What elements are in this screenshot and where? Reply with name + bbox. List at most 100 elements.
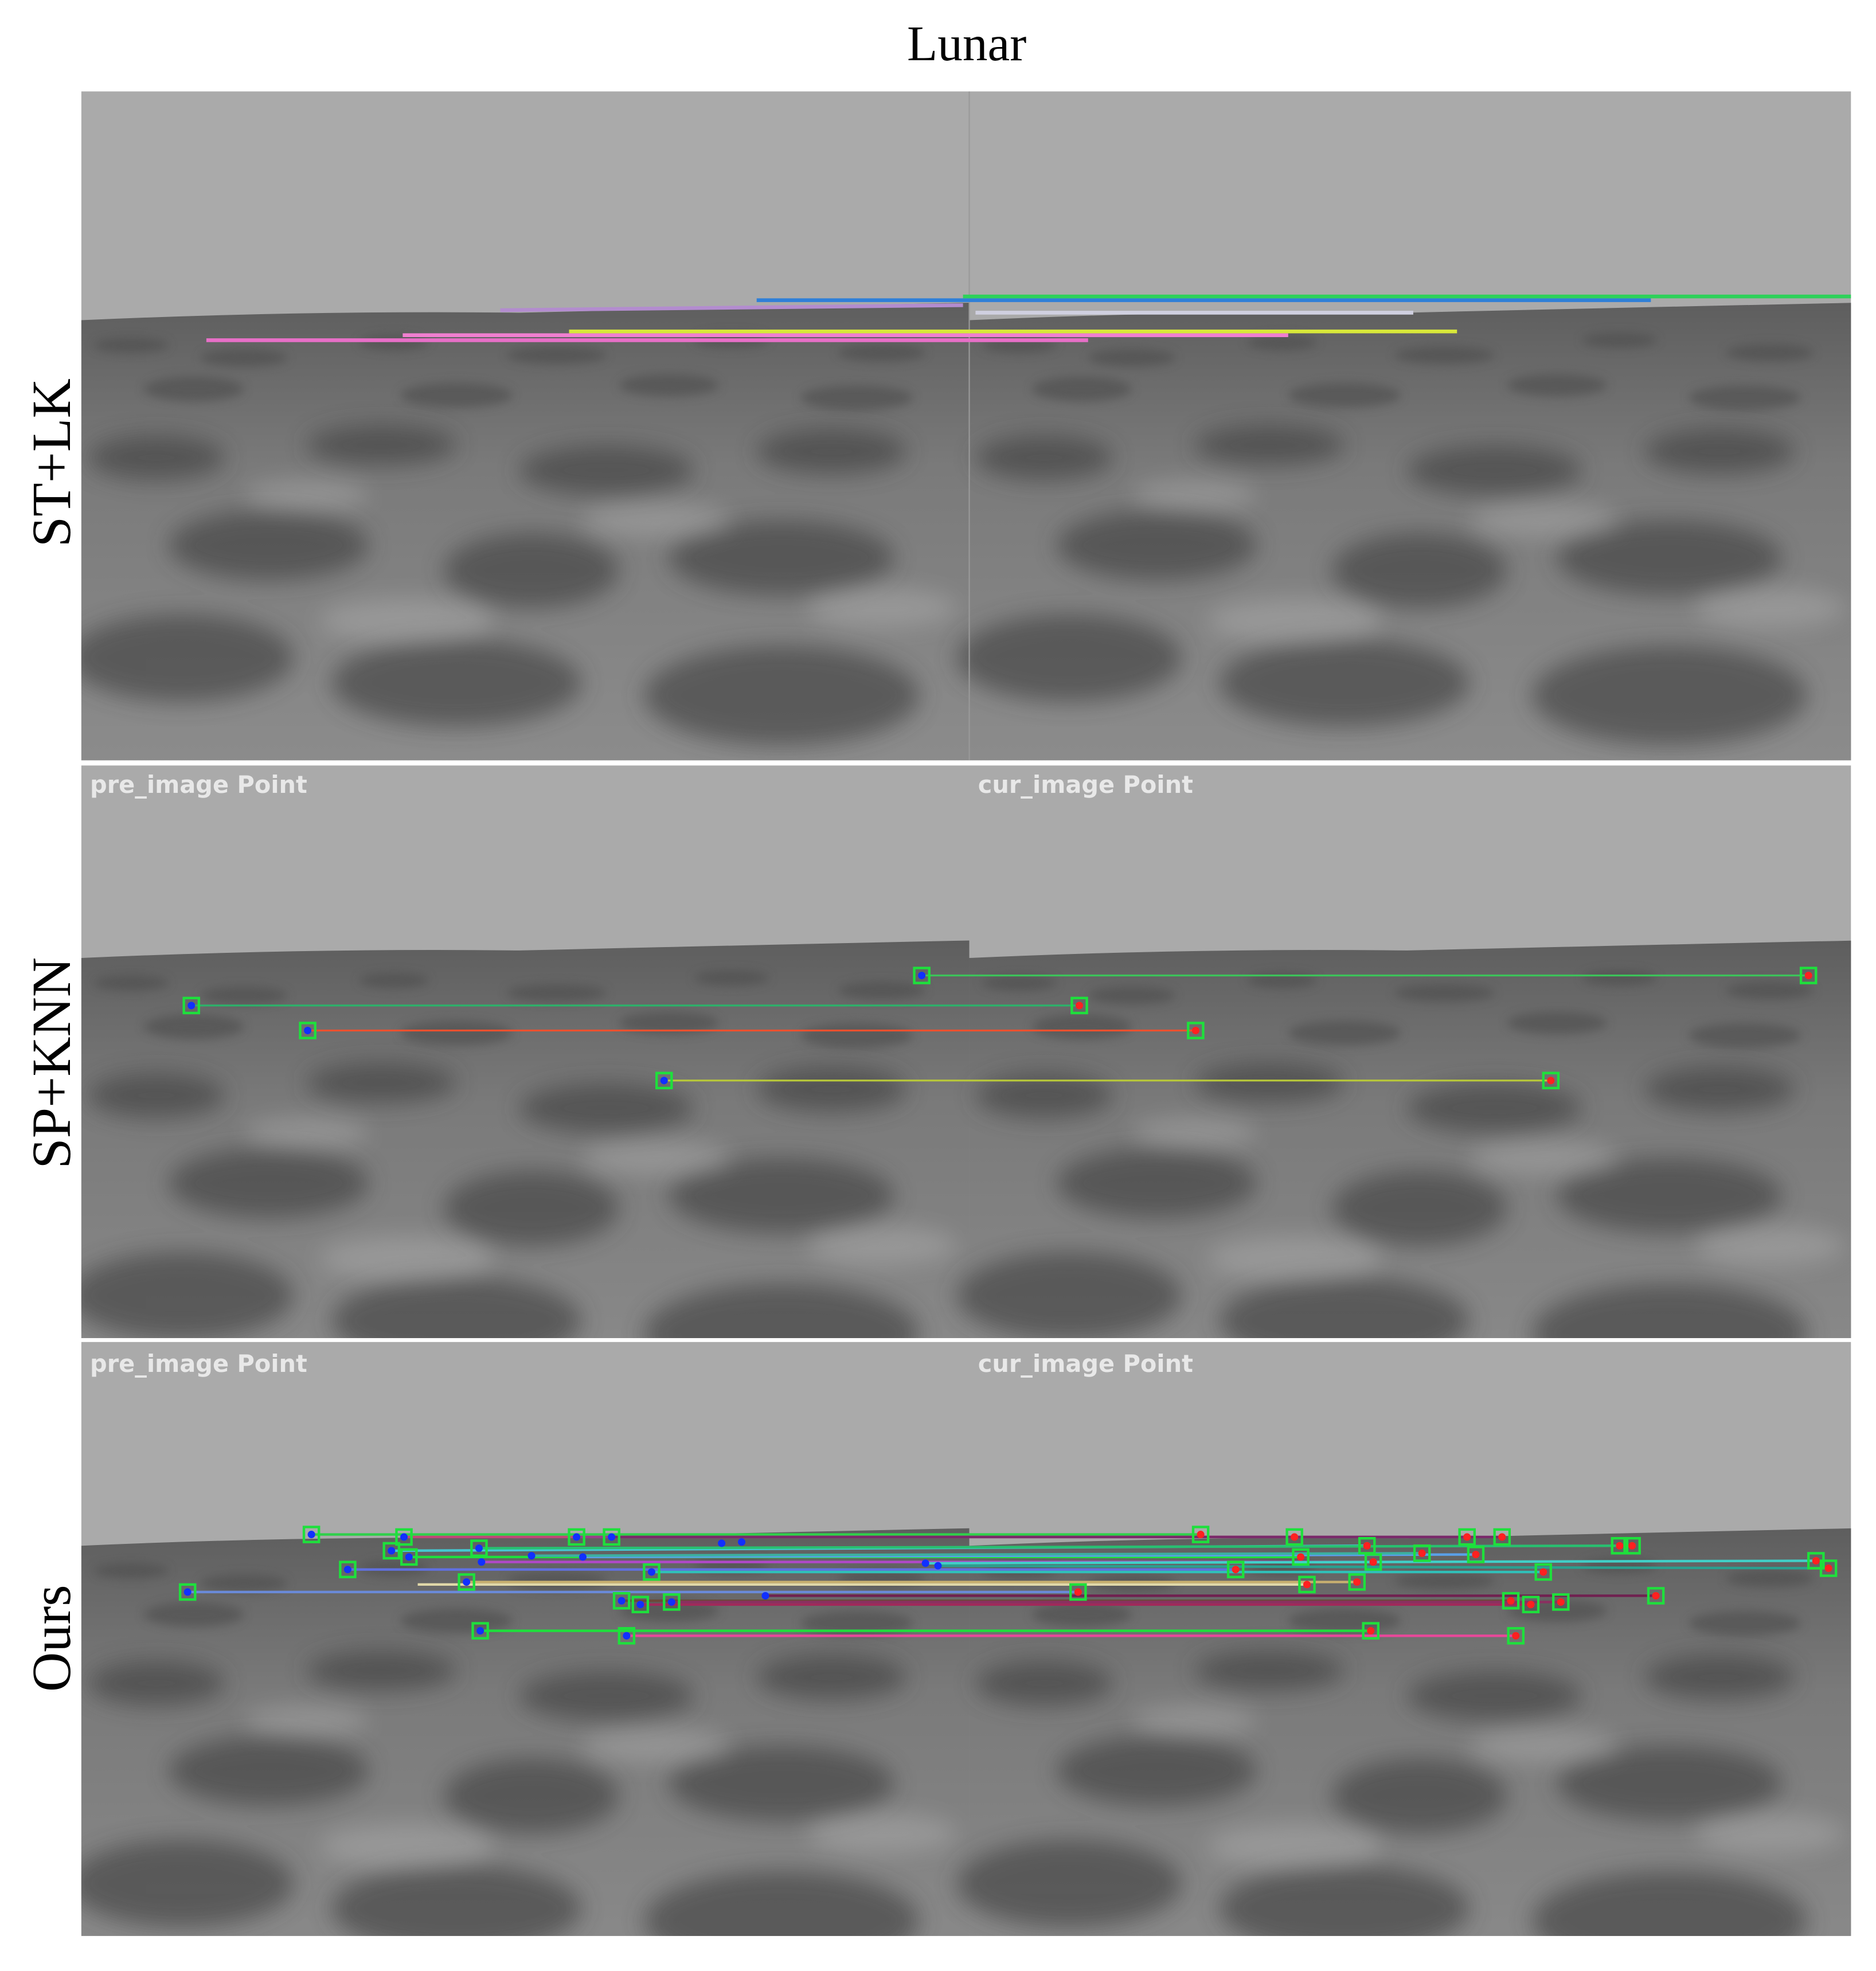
keypoint-box	[339, 1561, 357, 1578]
keypoint-box	[1348, 1573, 1366, 1591]
graphic	[178, 1526, 1838, 1645]
image-caption: cur_image Point	[978, 1350, 1193, 1378]
keypoint	[667, 1598, 675, 1606]
keypoint	[400, 1533, 408, 1541]
keypoint-box	[1534, 1563, 1553, 1581]
keypoint	[617, 1597, 626, 1605]
keypoint	[1297, 1553, 1305, 1561]
image-panel: pre_image Point cur_image Point	[69, 1342, 1851, 1971]
keypoint	[1512, 1632, 1520, 1640]
row-label: ST+LK	[21, 378, 82, 547]
keypoint-box	[1362, 1622, 1380, 1640]
panel-separator	[81, 760, 1851, 766]
keypoint-box	[302, 1526, 321, 1543]
keypoint-box	[471, 1622, 489, 1640]
keypoint-box	[1467, 1546, 1485, 1563]
keypoint	[1074, 1588, 1082, 1596]
keypoint	[579, 1553, 587, 1561]
keypoint-box	[1522, 1595, 1540, 1614]
keypoint	[476, 1627, 484, 1635]
keypoint	[573, 1533, 581, 1541]
terrain	[69, 940, 970, 1408]
keypoint-box	[1493, 1528, 1511, 1546]
keypoint-box	[1070, 996, 1088, 1015]
image-panel: pre_image Point cur_image Point	[69, 765, 1858, 1408]
match-line	[531, 1552, 1422, 1557]
keypoint-box	[395, 1528, 413, 1546]
keypoint	[1291, 1533, 1299, 1541]
keypoint-box	[1298, 1575, 1316, 1594]
keypoint	[921, 1559, 929, 1567]
keypoint	[737, 1538, 746, 1546]
keypoint-box	[1647, 1587, 1665, 1605]
keypoint	[660, 1077, 668, 1085]
keypoint	[183, 1588, 191, 1596]
keypoint	[1616, 1542, 1624, 1550]
graphic	[1074, 1531, 1832, 1640]
keypoint-box	[1502, 1591, 1520, 1610]
keypoint-box	[1069, 1583, 1087, 1601]
keypoint	[934, 1562, 942, 1570]
keypoint	[1652, 1591, 1660, 1600]
keypoint-box	[1413, 1544, 1431, 1562]
keypoint-box	[400, 1548, 418, 1566]
keypoint	[761, 1591, 769, 1600]
keypoint	[304, 1026, 312, 1035]
keypoint	[1075, 1002, 1084, 1010]
keypoint	[1824, 1564, 1832, 1573]
keypoint	[1557, 1598, 1565, 1606]
keypoint-box	[1542, 1071, 1560, 1090]
keypoint-box	[1611, 1536, 1629, 1555]
keypoint-box	[1292, 1548, 1310, 1566]
keypoint-box	[182, 996, 201, 1015]
row-label: Ours	[21, 1585, 82, 1692]
match-line	[937, 1564, 1829, 1570]
keypoint-box	[568, 1528, 585, 1546]
keypoint-box	[1507, 1627, 1525, 1645]
keypoint	[647, 1568, 656, 1576]
keypoint	[1472, 1550, 1480, 1559]
keypoint	[1197, 1531, 1205, 1539]
keypoint-box	[382, 1542, 401, 1560]
terrain	[69, 303, 970, 771]
image-caption: pre_image Point	[90, 1350, 307, 1378]
keypoint	[1507, 1597, 1515, 1605]
match-line	[583, 1553, 1476, 1559]
keypoint-box	[663, 1593, 681, 1611]
keypoint	[1418, 1549, 1426, 1557]
graphic	[1075, 972, 1812, 1085]
keypoint-box	[458, 1573, 475, 1591]
graphic	[187, 972, 926, 1085]
terrain	[957, 940, 1858, 1408]
keypoint-box	[470, 1539, 488, 1557]
keypoint-box	[1819, 1559, 1838, 1577]
keypoint-box	[1458, 1528, 1476, 1546]
keypoint-box	[913, 967, 931, 984]
keypoint	[1232, 1566, 1240, 1574]
terrain	[957, 303, 1858, 771]
keypoint-box	[643, 1563, 660, 1581]
keypoint	[918, 972, 926, 980]
match-line	[500, 303, 963, 312]
keypoint	[343, 1566, 351, 1574]
panel-separator	[81, 1338, 1851, 1342]
keypoint-box	[603, 1528, 620, 1546]
keypoint	[1363, 1542, 1371, 1550]
keypoint	[1191, 1026, 1199, 1035]
row-label: SP+KNN	[21, 957, 82, 1169]
keypoint	[623, 1632, 631, 1640]
keypoint-box	[1187, 1022, 1205, 1039]
keypoint	[1547, 1077, 1555, 1085]
keypoint	[1804, 972, 1812, 980]
image-panel	[69, 91, 1858, 771]
keypoint	[1498, 1533, 1506, 1541]
keypoint	[636, 1601, 644, 1609]
keypoint-box	[1623, 1536, 1641, 1555]
keypoint-box	[655, 1071, 673, 1090]
graphic	[191, 974, 1809, 1082]
keypoint-box	[1226, 1561, 1245, 1578]
graphic	[206, 294, 1851, 342]
keypoint	[478, 1558, 486, 1566]
